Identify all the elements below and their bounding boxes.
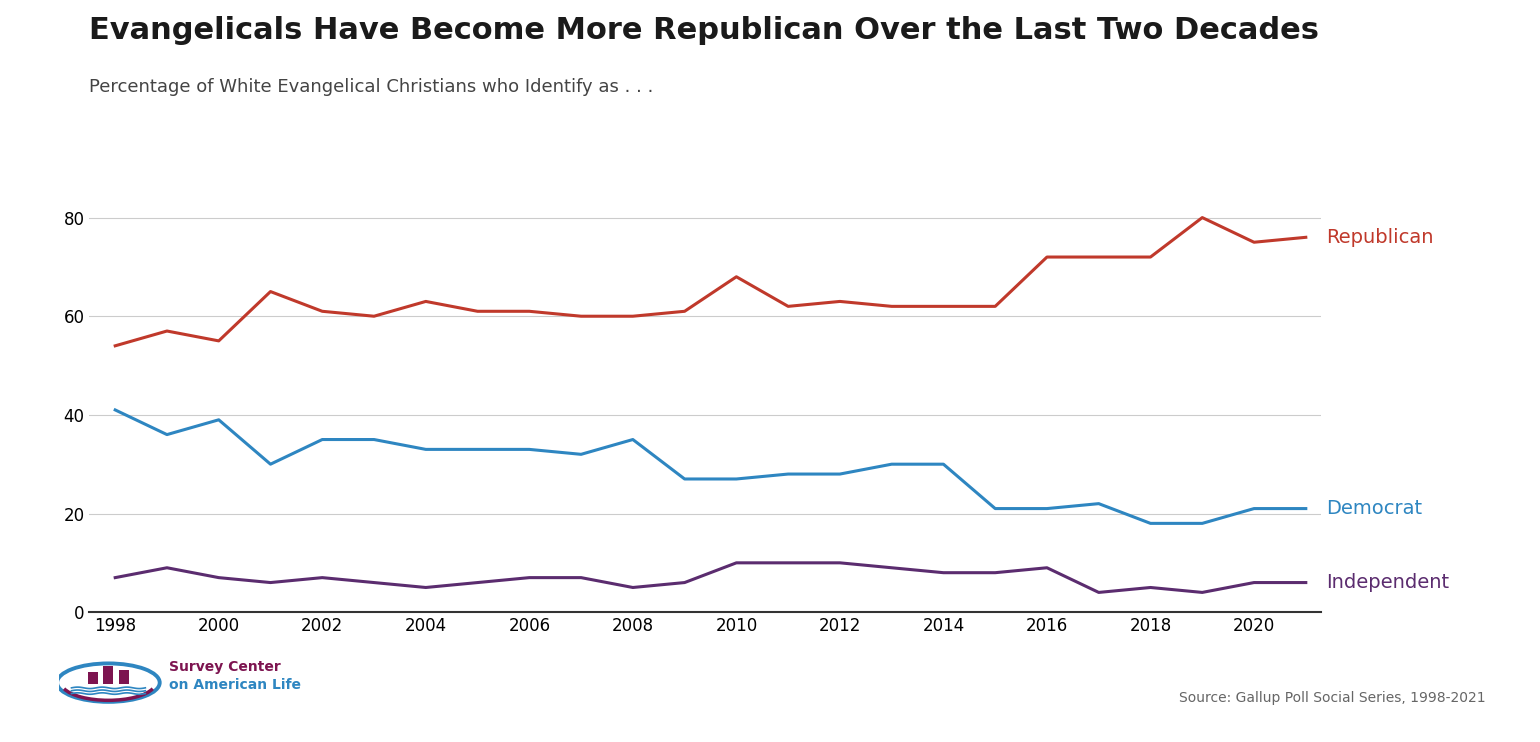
Text: Percentage of White Evangelical Christians who Identify as . . .: Percentage of White Evangelical Christia… [89,78,653,96]
Text: Independent: Independent [1326,573,1449,592]
Bar [103,666,114,683]
Bar [88,672,99,683]
Text: Source: Gallup Poll Social Series, 1998-2021: Source: Gallup Poll Social Series, 1998-… [1180,691,1486,705]
Text: Survey Center: Survey Center [169,660,282,674]
Text: Democrat: Democrat [1326,499,1423,518]
Text: Republican: Republican [1326,228,1434,247]
Bar [119,669,129,683]
Text: on American Life: on American Life [169,677,302,692]
Text: Evangelicals Have Become More Republican Over the Last Two Decades: Evangelicals Have Become More Republican… [89,16,1320,45]
